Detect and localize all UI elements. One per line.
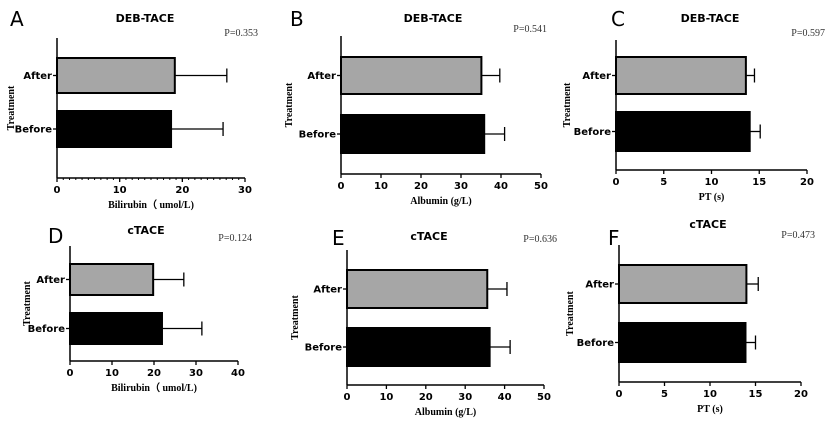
panel-letter: C [611, 7, 625, 31]
panel-a: A DEB-TACE P=0.353 0 10 20 30 Bilirubin（ umol/L… [6, 7, 258, 211]
x-tick-label: 10 [113, 185, 127, 196]
y-tick-label-after: After [307, 71, 336, 82]
bar-before [618, 322, 747, 363]
bar-after [346, 269, 489, 309]
y-tick-label-before: Before [574, 127, 612, 138]
panel-title: DEB-TACE [116, 12, 175, 25]
x-tick-label: 30 [454, 181, 468, 192]
x-tick-label: 10 [379, 392, 393, 403]
y-axis-label: Treatment [22, 281, 33, 326]
y-axis-label: Treatment [6, 85, 17, 130]
bar-before [56, 110, 173, 148]
panel-letter: B [290, 7, 304, 31]
panel-letter: F [608, 226, 620, 250]
panel-c: C DEB-TACE P=0.597 0 5 10 15 20 PT (s) Treatment A… [562, 7, 825, 203]
bar-after [56, 57, 176, 94]
y-tick-label-after: After [36, 275, 65, 286]
x-axis-label: Bilirubin（ umol/L) [108, 198, 194, 211]
panel-title: DEB-TACE [681, 12, 740, 25]
x-tick-label: 30 [189, 368, 203, 379]
y-tick-label-before: Before [577, 338, 615, 349]
y-tick-label-before: Before [15, 125, 53, 136]
x-tick-label: 20 [414, 181, 428, 192]
p-value: P=0.124 [218, 233, 252, 244]
x-axis-label: PT (s) [697, 404, 723, 415]
x-axis-label: Albumin (g/L) [410, 196, 471, 207]
panel-letter: E [332, 226, 345, 250]
x-axis-label: Albumin (g/L) [415, 407, 476, 418]
x-tick-label: 0 [616, 389, 623, 400]
panel-title: DEB-TACE [404, 12, 463, 25]
p-value: P=0.353 [224, 28, 258, 39]
y-tick-label-before: Before [299, 130, 337, 141]
x-tick-label: 40 [494, 181, 508, 192]
x-tick-label: 5 [660, 177, 667, 188]
x-tick-label: 20 [419, 392, 433, 403]
panel-letter: D [48, 224, 63, 248]
x-tick-label: 50 [534, 181, 548, 192]
y-tick-label-after: After [585, 280, 614, 291]
panel-letter: A [10, 7, 24, 31]
y-axis-label: Treatment [284, 82, 295, 127]
bar-after [615, 56, 747, 95]
p-value: P=0.636 [523, 234, 557, 245]
y-axis-label: Treatment [562, 82, 573, 127]
y-tick-label-before: Before [305, 343, 343, 354]
panel-title: cTACE [689, 218, 726, 231]
bar-after [69, 263, 155, 296]
p-value: P=0.541 [513, 24, 547, 35]
x-tick-label: 50 [537, 392, 551, 403]
y-tick-label-after: After [23, 71, 52, 82]
bar-after [340, 56, 483, 95]
x-tick-label: 10 [105, 368, 119, 379]
x-tick-label: 0 [613, 177, 620, 188]
y-tick-label-before: Before [28, 324, 66, 335]
x-tick-label: 20 [147, 368, 161, 379]
x-tick-label: 20 [794, 389, 808, 400]
x-tick-label: 40 [498, 392, 512, 403]
panel-title: cTACE [410, 230, 447, 243]
x-tick-label: 10 [705, 177, 719, 188]
x-tick-label: 30 [238, 185, 252, 196]
p-value: P=0.473 [781, 230, 815, 241]
x-axis-label: PT (s) [699, 192, 725, 203]
x-tick-label: 20 [800, 177, 814, 188]
y-tick-label-after: After [582, 71, 611, 82]
y-axis-label: Treatment [290, 295, 301, 340]
x-tick-label: 30 [458, 392, 472, 403]
bar-before [346, 327, 491, 367]
y-tick-label-after: After [313, 285, 342, 296]
x-tick-label: 0 [67, 368, 74, 379]
x-tick-label: 40 [231, 368, 245, 379]
x-tick-label: 5 [661, 389, 668, 400]
y-axis-label: Treatment [565, 291, 576, 336]
bar-before [615, 111, 751, 152]
x-tick-label: 0 [344, 392, 351, 403]
bar-before [340, 114, 486, 154]
bar-before [69, 312, 163, 345]
bar-after [618, 264, 748, 304]
x-tick-label: 15 [752, 177, 766, 188]
panel-b: B DEB-TACE P=0.541 0 10 20 30 40 50 Albumin (g/L)… [284, 7, 548, 207]
x-tick-label: 0 [54, 185, 61, 196]
x-tick-label: 10 [374, 181, 388, 192]
x-tick-label: 10 [703, 389, 717, 400]
x-axis-label: Bilirubin（ umol/L) [111, 381, 197, 394]
x-tick-label: 20 [175, 185, 189, 196]
x-tick-label: 0 [338, 181, 345, 192]
x-tick-label: 15 [749, 389, 763, 400]
p-value: P=0.597 [791, 28, 825, 39]
panel-title: cTACE [127, 224, 164, 237]
